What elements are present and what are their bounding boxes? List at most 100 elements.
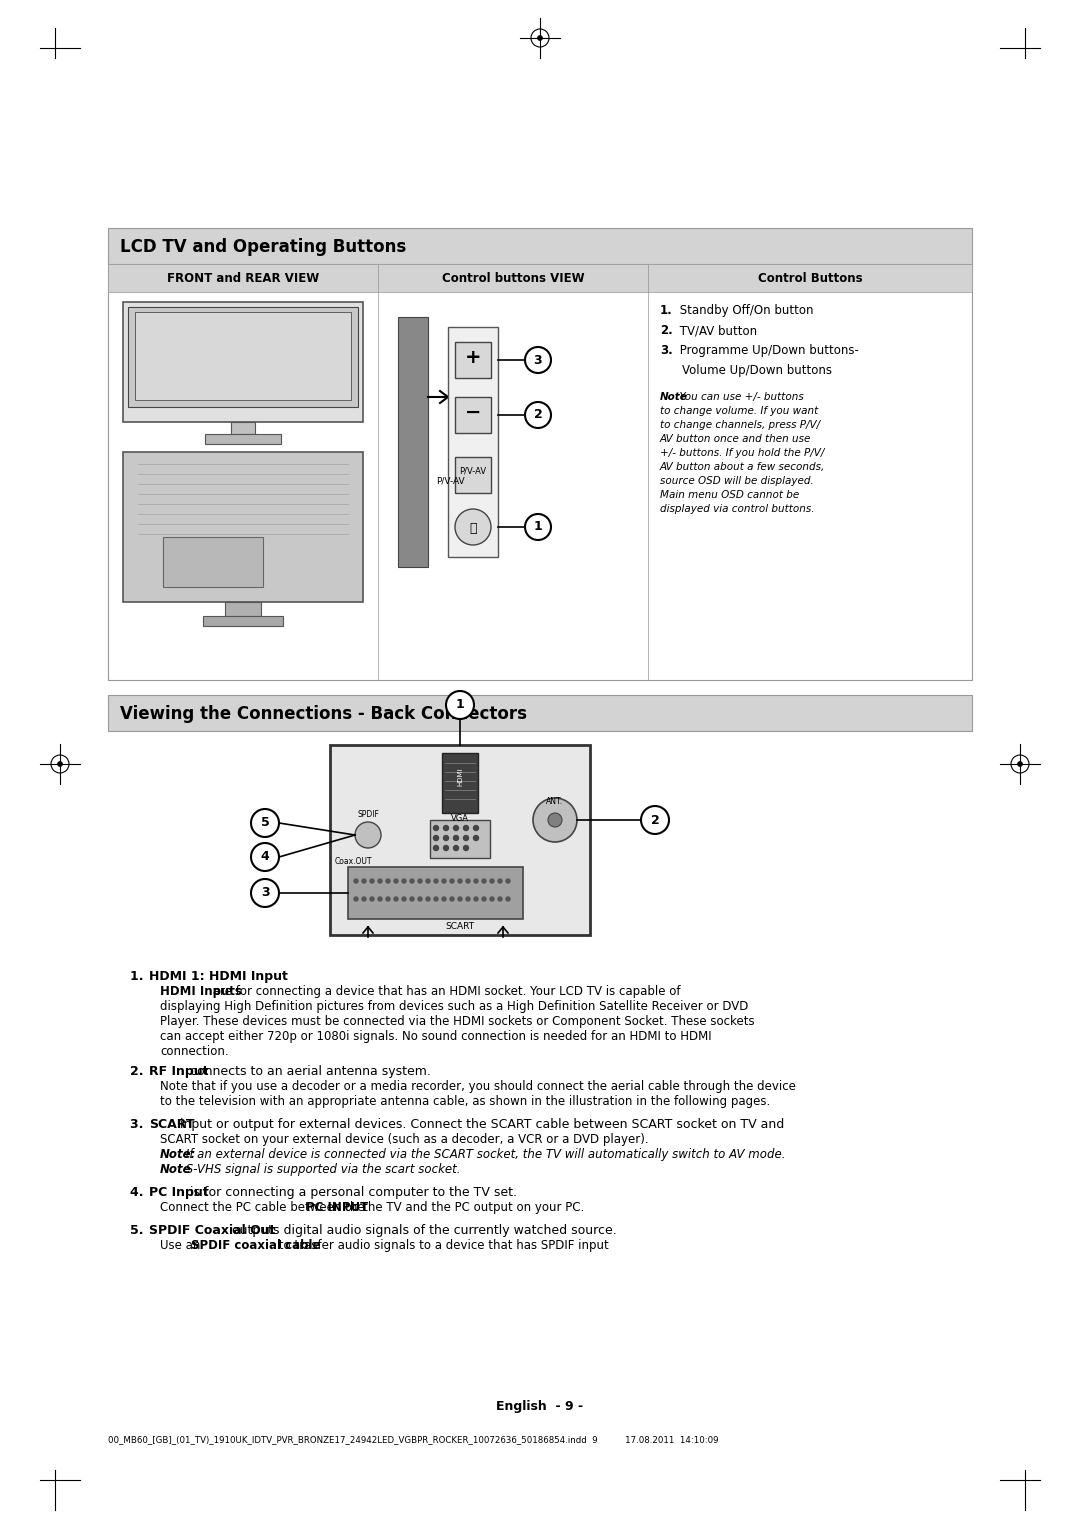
- Text: Control Buttons: Control Buttons: [758, 272, 862, 286]
- Text: SCART socket on your external device (such as a decoder, a VCR or a DVD player).: SCART socket on your external device (su…: [160, 1132, 649, 1146]
- Bar: [163, 536, 264, 587]
- Text: 1.: 1.: [660, 304, 673, 316]
- Bar: [399, 316, 428, 567]
- Circle shape: [455, 509, 491, 545]
- Text: Note: Note: [660, 393, 688, 402]
- Bar: [225, 602, 261, 616]
- Circle shape: [548, 813, 562, 827]
- Text: to trasfer audio signals to a device that has SPDIF input: to trasfer audio signals to a device tha…: [275, 1239, 609, 1251]
- Circle shape: [525, 513, 551, 539]
- Circle shape: [386, 897, 390, 902]
- Circle shape: [463, 836, 469, 840]
- Text: displayed via control buttons.: displayed via control buttons.: [660, 504, 814, 513]
- Text: 5: 5: [260, 816, 269, 830]
- Text: Viewing the Connections - Back Connectors: Viewing the Connections - Back Connector…: [120, 704, 527, 723]
- Bar: [430, 821, 490, 859]
- Circle shape: [458, 897, 462, 902]
- Bar: [378, 264, 648, 292]
- Circle shape: [465, 879, 470, 883]
- Text: AV button once and then use: AV button once and then use: [660, 434, 811, 445]
- Circle shape: [378, 897, 382, 902]
- Circle shape: [418, 897, 422, 902]
- Circle shape: [251, 879, 279, 908]
- Text: outputs digital audio signals of the currently watched source.: outputs digital audio signals of the cur…: [228, 1224, 617, 1238]
- Text: 4.: 4.: [130, 1186, 152, 1199]
- Circle shape: [444, 825, 448, 831]
- Text: HDMI 1: HDMI Input: HDMI 1: HDMI Input: [149, 970, 287, 983]
- Circle shape: [370, 879, 374, 883]
- Text: input or output for external devices. Connect the SCART cable between SCART sock: input or output for external devices. Co…: [172, 1118, 784, 1131]
- Text: P/V-AV: P/V-AV: [436, 477, 464, 486]
- Circle shape: [474, 897, 478, 902]
- Text: HDMI Inputs: HDMI Inputs: [160, 986, 242, 998]
- Circle shape: [454, 825, 459, 831]
- Bar: [203, 616, 283, 626]
- Text: VGA: VGA: [451, 814, 469, 824]
- Circle shape: [498, 879, 502, 883]
- Text: Programme Up/Down buttons-: Programme Up/Down buttons-: [676, 344, 859, 358]
- Bar: [455, 457, 491, 494]
- Circle shape: [450, 879, 454, 883]
- Text: to the television with an appropriate antenna cable, as shown in the illustratio: to the television with an appropriate an…: [160, 1096, 770, 1108]
- Circle shape: [57, 761, 63, 767]
- Circle shape: [482, 879, 486, 883]
- Text: 2: 2: [650, 813, 660, 827]
- Text: : S-VHS signal is supported via the scart socket.: : S-VHS signal is supported via the scar…: [178, 1163, 460, 1177]
- Circle shape: [490, 897, 494, 902]
- Text: to change volume. If you want: to change volume. If you want: [660, 406, 819, 416]
- Circle shape: [362, 879, 366, 883]
- Text: Coax.OUT: Coax.OUT: [335, 857, 373, 866]
- Text: 2.: 2.: [660, 324, 673, 338]
- Circle shape: [394, 879, 399, 883]
- Text: displaying High Definition pictures from devices such as a High Definition Satel: displaying High Definition pictures from…: [160, 999, 748, 1013]
- Bar: [108, 695, 972, 730]
- Bar: [348, 866, 523, 918]
- Circle shape: [507, 879, 510, 883]
- Text: SCART: SCART: [149, 1118, 194, 1131]
- Circle shape: [370, 897, 374, 902]
- Circle shape: [454, 845, 459, 851]
- Text: source OSD will be displayed.: source OSD will be displayed.: [660, 477, 813, 486]
- Text: connection.: connection.: [160, 1045, 229, 1057]
- Text: connects to an aerial antenna system.: connects to an aerial antenna system.: [186, 1065, 431, 1077]
- Text: 3: 3: [534, 353, 542, 367]
- Circle shape: [378, 879, 382, 883]
- Bar: [135, 312, 351, 400]
- Circle shape: [490, 879, 494, 883]
- Circle shape: [418, 879, 422, 883]
- Circle shape: [525, 402, 551, 428]
- Circle shape: [410, 897, 414, 902]
- Text: 1: 1: [534, 521, 542, 533]
- Bar: [330, 746, 590, 935]
- Circle shape: [444, 836, 448, 840]
- Text: SCART: SCART: [445, 921, 474, 931]
- Bar: [648, 264, 972, 292]
- Circle shape: [354, 897, 357, 902]
- Circle shape: [251, 843, 279, 871]
- Text: SPDIF: SPDIF: [357, 810, 380, 819]
- Text: to change channels, press P/V/: to change channels, press P/V/: [660, 420, 820, 429]
- Text: Use an: Use an: [160, 1239, 204, 1251]
- Circle shape: [482, 897, 486, 902]
- Text: on the TV and the PC output on your PC.: on the TV and the PC output on your PC.: [341, 1201, 584, 1215]
- Circle shape: [450, 897, 454, 902]
- Bar: [205, 434, 281, 445]
- Text: :You can use +/- buttons: :You can use +/- buttons: [676, 393, 804, 402]
- Text: 1: 1: [456, 698, 464, 712]
- Circle shape: [474, 879, 478, 883]
- Bar: [123, 303, 363, 422]
- Text: Note: Note: [160, 1163, 191, 1177]
- Circle shape: [642, 805, 669, 834]
- Circle shape: [473, 825, 478, 831]
- Circle shape: [394, 897, 399, 902]
- Text: 3.: 3.: [130, 1118, 152, 1131]
- Text: −: −: [464, 403, 482, 422]
- Text: TV/AV button: TV/AV button: [676, 324, 757, 338]
- Circle shape: [1017, 761, 1023, 767]
- Text: Note:: Note:: [160, 1148, 197, 1161]
- Circle shape: [426, 879, 430, 883]
- Circle shape: [458, 879, 462, 883]
- Text: FRONT and REAR VIEW: FRONT and REAR VIEW: [167, 272, 319, 286]
- Circle shape: [433, 845, 438, 851]
- Text: 4: 4: [260, 851, 269, 863]
